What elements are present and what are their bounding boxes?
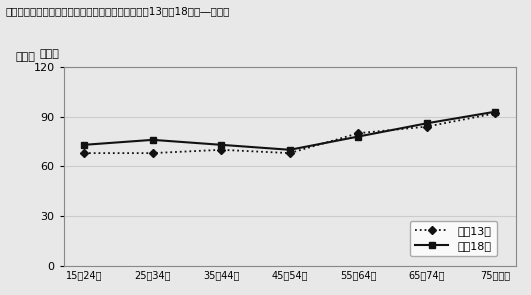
Line: 平成13年: 平成13年	[81, 110, 499, 156]
平成18年	[287, 148, 293, 152]
平成13年	[150, 151, 156, 155]
Text: 図２－５　年齢階級別身の回りの用事の時間（平成13年，18年）―週全体: 図２－５ 年齢階級別身の回りの用事の時間（平成13年，18年）―週全体	[5, 6, 230, 16]
平成13年	[287, 151, 293, 155]
平成18年	[355, 135, 362, 138]
平成13年	[492, 112, 499, 115]
Legend: 平成13年, 平成18年: 平成13年, 平成18年	[409, 221, 497, 256]
平成18年	[424, 122, 430, 125]
平成13年	[81, 151, 88, 155]
Text: （分）: （分）	[40, 49, 60, 59]
平成13年	[218, 148, 225, 152]
平成18年	[150, 138, 156, 142]
Line: 平成18年: 平成18年	[81, 108, 499, 153]
平成13年	[355, 132, 362, 135]
平成18年	[81, 143, 88, 147]
平成18年	[492, 110, 499, 114]
Text: （分）: （分）	[15, 52, 35, 62]
平成18年	[218, 143, 225, 147]
平成13年	[424, 125, 430, 128]
